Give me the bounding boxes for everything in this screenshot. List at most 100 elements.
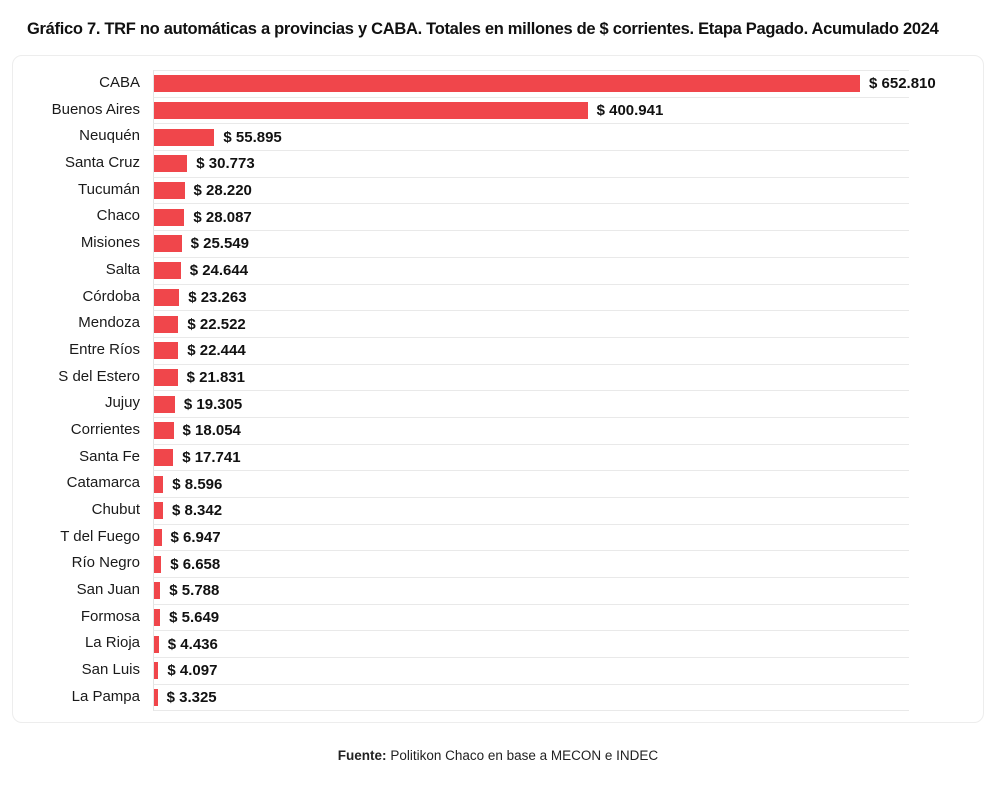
plot-cell: $ 3.325 [153,683,909,711]
value-label: $ 6.947 [170,529,221,547]
category-label: La Rioja [84,634,140,652]
plot-cell: $ 8.342 [153,497,909,524]
plot-cell: $ 19.305 [153,390,909,417]
bar-row: Corrientes $ 18.054 [13,416,983,444]
plot-cell: $ 22.522 [153,310,909,337]
category-label: San Juan [76,581,140,599]
category-label: Neuquén [79,127,140,145]
plot-cell: $ 17.741 [153,443,909,471]
plot-cell: $ 22.444 [153,336,909,364]
bar-row: La Rioja $ 4.436 [13,630,983,658]
value-label: $ 652.810 [869,75,936,93]
value-label: $ 19.305 [183,395,243,413]
value-label: $ 8.596 [172,475,223,493]
plot-cell: $ 30.773 [153,150,909,177]
bar-row: Salta $ 24.644 [13,256,983,284]
bar-row: S del Estero $ 21.831 [13,363,983,391]
bar [154,368,178,386]
plot-cell: $ 18.054 [153,416,909,444]
bar-row: Catamarca $ 8.596 [13,470,983,497]
bar [154,662,159,680]
category-label: S del Estero [58,367,140,385]
value-label: $ 5.788 [169,582,220,600]
value-label: $ 18.054 [182,422,241,440]
value-label: $ 22.444 [187,342,246,360]
category-label: Buenos Aires [51,100,140,118]
bar [154,422,174,440]
value-label: $ 6.658 [170,555,221,573]
bar-row: Misiones $ 25.549 [13,230,983,257]
bar [154,555,162,573]
value-label: $ 4.436 [167,635,218,653]
value-label: $ 30.773 [196,155,255,173]
category-label: Chubut [91,501,140,518]
bar-row: Chubut $ 8.342 [13,497,983,524]
bar [154,128,215,146]
value-label: $ 5.649 [169,609,220,627]
category-label: Misiones [80,234,140,252]
bar-row: Chaco $ 28.087 [13,203,983,231]
bar [154,208,185,226]
bar [154,582,161,600]
value-label: $ 400.941 [596,102,664,120]
source-text: Politikon Chaco en base a MECON e INDEC [390,748,659,763]
bar [154,342,179,360]
bar [154,75,860,93]
bar [154,288,180,306]
source-note: Fuente: Politikon Chaco en base a MECON … [0,748,996,763]
value-label: $ 28.220 [193,182,252,200]
bar-row: Buenos Aires $ 400.941 [13,96,983,124]
value-label: $ 17.741 [182,448,241,466]
category-label: T del Fuego [60,527,140,545]
category-label: Jujuy [104,394,140,412]
bar [154,448,174,466]
value-label: $ 24.644 [189,262,249,280]
bar-row: T del Fuego $ 6.947 [13,523,983,551]
chart-card: CABA $ 652.810 Buenos Aires $ 400.941 Neuqué… [12,55,984,723]
plot-cell: $ 400.941 [153,96,909,124]
plot-cell: $ 5.649 [153,603,909,631]
plot-cell: $ 55.895 [153,123,909,151]
bar [154,262,181,280]
bar-row: Río Negro $ 6.658 [13,550,983,578]
category-label: CABA [99,74,140,91]
bar [154,182,185,200]
bar-rows: CABA $ 652.810 Buenos Aires $ 400.941 Neuqué… [13,70,983,711]
bar-row: CABA $ 652.810 [13,70,983,97]
value-label: $ 28.087 [193,208,252,226]
plot-cell: $ 21.831 [153,363,909,391]
category-label: Chaco [96,207,140,225]
bar [154,502,163,520]
value-label: $ 55.895 [223,128,282,146]
category-label: Catamarca [66,474,140,492]
bar-row: La Pampa $ 3.325 [13,683,983,711]
category-label: La Pampa [71,687,140,705]
bar-row: San Juan $ 5.788 [13,577,983,604]
category-label: Tucumán [78,180,140,198]
source-prefix: Fuente: [337,748,387,763]
bar-row: Santa Cruz $ 30.773 [13,150,983,177]
category-label: Santa Cruz [64,154,140,172]
bar-row: Tucumán $ 28.220 [13,176,983,204]
plot-cell: $ 652.810 [153,70,936,97]
bar [154,155,188,173]
bar-row: Entre Ríos $ 22.444 [13,336,983,364]
value-label: $ 23.263 [188,288,247,306]
category-label: Salta [105,260,140,278]
bar [154,529,162,547]
value-label: $ 3.325 [166,688,217,706]
chart-title: Gráfico 7. TRF no automáticas a provinci… [27,20,939,38]
bar-row: Mendoza $ 22.522 [13,310,983,337]
plot-cell: $ 8.596 [153,470,909,497]
bar-row: San Luis $ 4.097 [13,657,983,684]
bar-row: Neuquén $ 55.895 [13,123,983,151]
bar [154,609,161,627]
bar [154,235,182,253]
category-label: Corrientes [70,420,140,438]
category-label: Mendoza [78,314,140,332]
bar-row: Córdoba $ 23.263 [13,283,983,311]
category-label: Entre Ríos [69,340,140,358]
plot-cell: $ 4.436 [153,630,909,658]
bar [154,395,175,413]
bar [154,688,158,706]
